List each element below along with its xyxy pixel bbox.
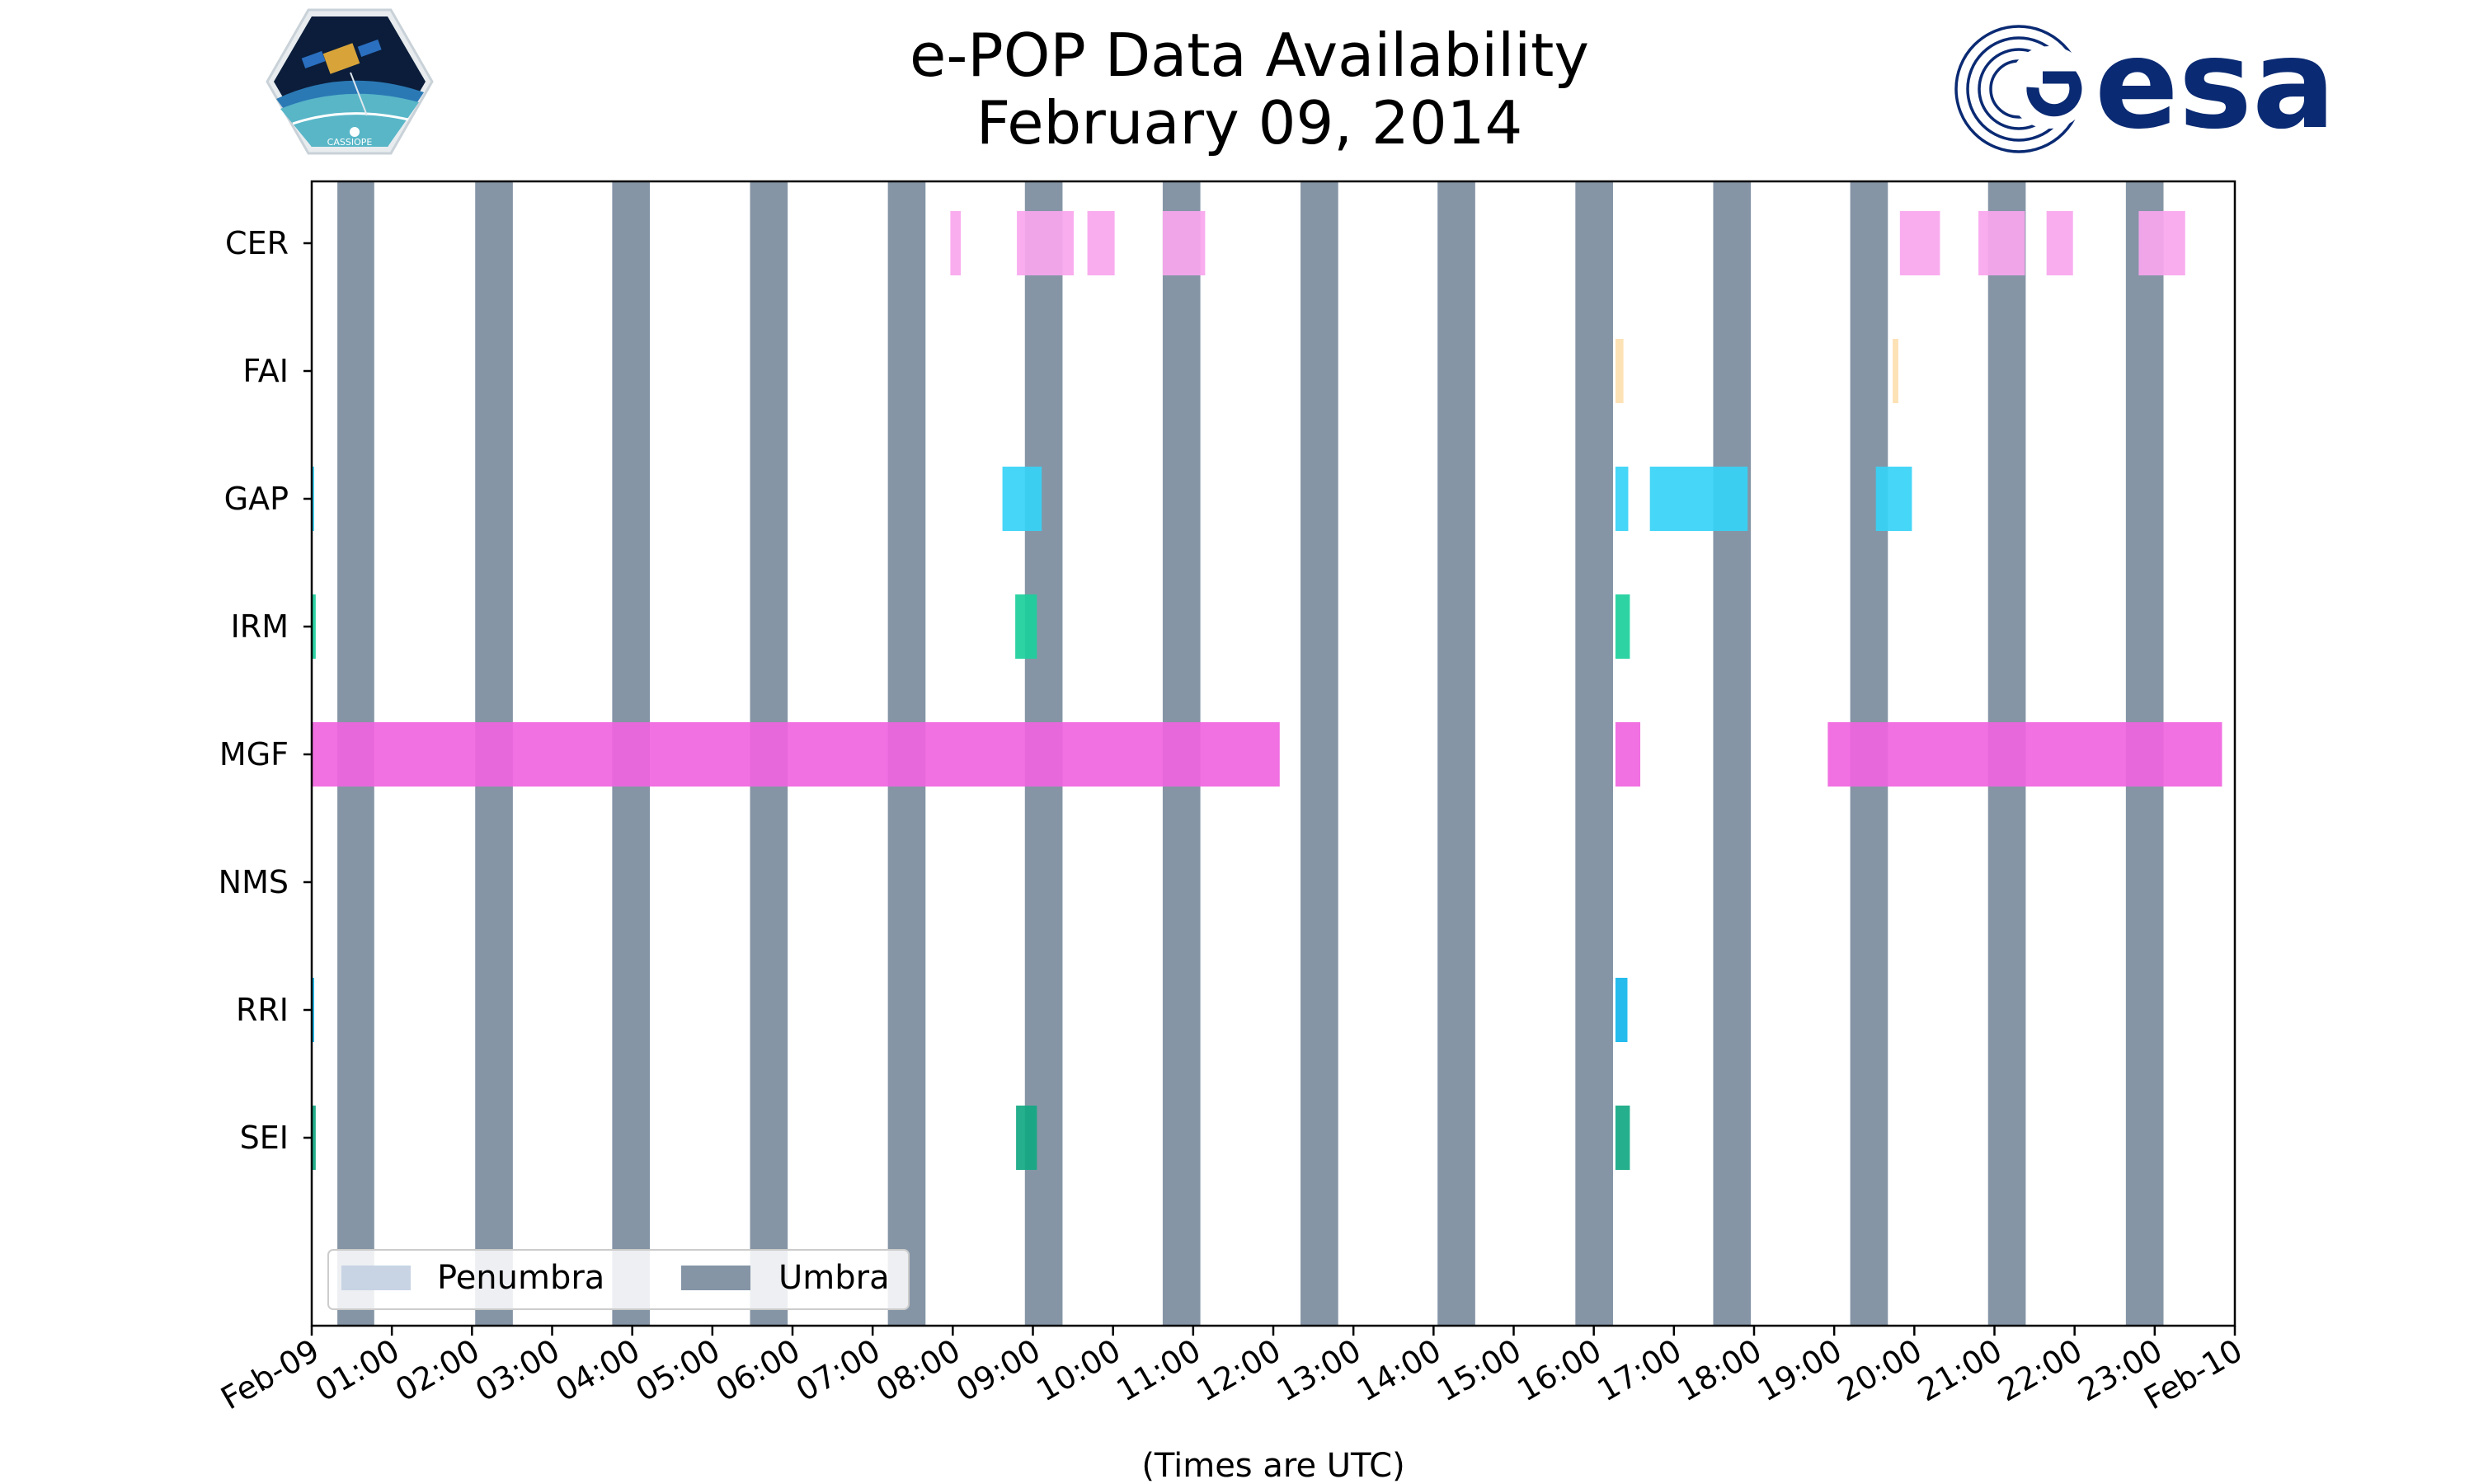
availability-bars [312, 211, 2222, 1170]
chart-title-line1: e-POP Data Availability [910, 21, 1589, 90]
x-tick-label-19: 19:00 [1752, 1332, 1848, 1409]
x-tick-label-5: 05:00 [629, 1332, 726, 1409]
bar-irm-1 [1015, 594, 1037, 659]
bar-cer-0 [950, 211, 962, 275]
x-tick-label-21: 21:00 [1912, 1332, 2008, 1409]
y-tick-label-irm: IRM [231, 608, 289, 645]
y-tick-label-nms: NMS [219, 864, 289, 900]
x-tick-label-20: 20:00 [1832, 1332, 1928, 1409]
x-tick-label-6: 06:00 [710, 1332, 807, 1409]
bar-cer-1 [1017, 211, 1075, 275]
bar-cer-5 [1978, 211, 2025, 275]
y-axis: CER FAI GAP IRM MGF NMS RRI SEI [219, 225, 312, 1156]
x-tick-label-22: 22:00 [1992, 1332, 2088, 1409]
bar-gap-3 [1649, 467, 1748, 531]
legend-swatch-umbra [681, 1266, 750, 1290]
bar-rri-0 [312, 978, 314, 1042]
cassiope-logo-text: CASSIOPE [327, 137, 373, 148]
bar-irm-2 [1615, 594, 1630, 659]
x-tick-label-4: 04:00 [549, 1332, 646, 1409]
bar-cer-7 [2138, 211, 2185, 275]
x-tick-label-12: 12:00 [1191, 1332, 1287, 1409]
legend: Penumbra Umbra [327, 1249, 910, 1310]
bar-rri-1 [1615, 978, 1628, 1042]
legend-frame [327, 1249, 910, 1310]
y-tick-label-cer: CER [225, 225, 289, 261]
x-tick-label-9: 09:00 [950, 1332, 1047, 1409]
umbra-band-7 [1300, 181, 1338, 1326]
legend-label-umbra: Umbra [778, 1259, 890, 1297]
bar-mgf-1 [1615, 722, 1641, 787]
y-tick-label-sei: SEI [240, 1120, 289, 1156]
x-tick-label-17: 17:00 [1591, 1332, 1687, 1409]
bar-sei-0 [312, 1106, 316, 1170]
bar-gap-4 [1875, 467, 1912, 531]
bar-cer-4 [1899, 211, 1940, 275]
x-tick-label-13: 13:00 [1271, 1332, 1367, 1409]
bar-sei-1 [1016, 1106, 1037, 1170]
bar-gap-2 [1615, 467, 1629, 531]
x-tick-label-7: 07:00 [790, 1332, 887, 1409]
x-axis: Feb-0901:0002:0003:0004:0005:0006:0007:0… [214, 1326, 2249, 1417]
bar-cer-6 [2046, 211, 2073, 275]
bar-cer-2 [1087, 211, 1115, 275]
x-tick-label-10: 10:00 [1030, 1332, 1126, 1409]
bar-gap-1 [1002, 467, 1042, 531]
legend-label-penumbra: Penumbra [437, 1259, 604, 1297]
esa-logo-text: esa [2095, 13, 2335, 157]
x-tick-label-2: 02:00 [389, 1332, 486, 1409]
umbra-band-9 [1575, 181, 1613, 1326]
x-axis-label: (Times are UTC) [1141, 1447, 1404, 1484]
cassiope-logo: CASSIOPE [266, 8, 434, 155]
bar-mgf-0 [312, 722, 1280, 787]
y-tick-label-fai: FAI [242, 353, 289, 389]
legend-swatch-penumbra [341, 1266, 411, 1290]
umbra-band-10 [1713, 181, 1752, 1326]
bar-mgf-2 [1827, 722, 2222, 787]
y-tick-label-rri: RRI [236, 992, 289, 1028]
x-tick-label-14: 14:00 [1351, 1332, 1447, 1409]
umbra-band-8 [1437, 181, 1475, 1326]
bar-fai-1 [1893, 339, 1898, 403]
x-tick-label-15: 15:00 [1431, 1332, 1527, 1409]
y-tick-label-gap: GAP [224, 481, 289, 517]
x-tick-label-16: 16:00 [1511, 1332, 1607, 1409]
x-tick-label-0: Feb-09 [214, 1332, 325, 1417]
esa-logo: esa [1954, 13, 2335, 157]
x-tick-label-8: 08:00 [870, 1332, 967, 1409]
x-tick-label-11: 11:00 [1110, 1332, 1206, 1409]
bar-sei-2 [1615, 1106, 1630, 1170]
y-tick-label-mgf: MGF [219, 736, 289, 773]
x-tick-label-18: 18:00 [1672, 1332, 1768, 1409]
bar-irm-0 [312, 594, 316, 659]
bar-gap-0 [312, 467, 314, 531]
x-tick-label-1: 01:00 [309, 1332, 406, 1409]
x-tick-label-3: 03:00 [469, 1332, 566, 1409]
chart-title-line2: February 09, 2014 [976, 88, 1523, 157]
bar-fai-0 [1615, 339, 1624, 403]
bar-cer-3 [1162, 211, 1206, 275]
